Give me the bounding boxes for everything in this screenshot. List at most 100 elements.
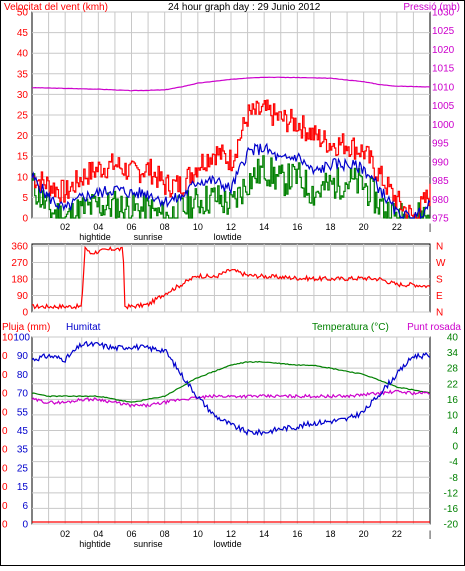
- rain-y-tick-label: 0: [2, 351, 8, 362]
- pressure-y-tick-label: 1015: [432, 64, 455, 75]
- direction-compass-label: N: [436, 308, 443, 319]
- pressure-line: [31, 76, 431, 92]
- humidity-y-tick-label: 15: [17, 482, 29, 493]
- pressure-y-tick-label: 990: [432, 157, 449, 168]
- temperature-panel-x-tick-label: 14: [259, 529, 269, 539]
- pressure-y-tick-label: 1025: [432, 26, 455, 37]
- pressure-axis-title: Pressió (mb): [403, 2, 460, 13]
- direction-compass-label: E: [436, 291, 443, 302]
- temperature-line: [31, 360, 431, 403]
- pressure-y-tick-label: 1000: [432, 120, 455, 131]
- rain-y-tick-label: 0: [2, 370, 8, 381]
- wind-panel-x-tick-label: 16: [292, 222, 302, 232]
- temperature-panel-x-tick-label: 12: [226, 529, 236, 539]
- temperature-y-tick-label: -20: [444, 520, 459, 531]
- pressure-y-tick-label: 975: [432, 214, 449, 225]
- temperature-panel-annotation-label: sunrise: [134, 539, 163, 549]
- rain-y-tick-label: 0: [2, 445, 8, 456]
- pressure-y-tick-label: 995: [432, 139, 449, 150]
- wind-panel-x-tick-label: 12: [226, 222, 236, 232]
- humidity-axis-title: Humitat: [66, 322, 101, 333]
- temperature-panel-x-tick-label: 20: [359, 529, 369, 539]
- wind-y-tick-label: 30: [17, 90, 29, 101]
- pressure-y-tick-label: 1020: [432, 45, 455, 56]
- temperature-y-tick-label: 4: [452, 426, 458, 437]
- wind-y-tick-label: 45: [17, 28, 29, 39]
- humidity-y-tick-label: 80: [17, 370, 29, 381]
- temperature-panel-x-tick-label: 06: [126, 529, 136, 539]
- wind-y-tick-label: 50: [17, 8, 29, 19]
- direction-y-tick-label: 360: [11, 242, 28, 253]
- humidity-y-tick-label: 6: [22, 501, 28, 512]
- wind-y-tick-label: 0: [22, 214, 28, 225]
- temperature-panel-x-tick-label: 22: [392, 529, 402, 539]
- dewpoint-axis-title: Punt rosada: [407, 322, 461, 333]
- humidity-y-tick-label: 45: [17, 426, 29, 437]
- humidity-y-tick-label: 35: [17, 445, 29, 456]
- wind-panel-x-tick-label: 22: [392, 222, 402, 232]
- wind-panel-annotation-label: sunrise: [134, 232, 163, 242]
- temperature-y-tick-label: 0: [452, 442, 458, 453]
- humidity-y-tick-label: 100: [13, 333, 30, 344]
- temperature-y-tick-label: 34: [447, 348, 459, 359]
- temperature-panel-annotation-label: hightide: [79, 539, 111, 549]
- temperature-y-tick-label: -8: [449, 473, 458, 484]
- direction-y-tick-label: 0: [22, 308, 28, 319]
- temperature-panel-x-tick-label: |: [429, 529, 431, 539]
- direction-compass-label: S: [436, 275, 443, 286]
- wind-gust-line: [32, 99, 431, 219]
- temperature-panel-annotation-label: lowtide: [214, 539, 242, 549]
- temperature-y-tick-label: 40: [447, 333, 459, 344]
- temperature-panel-x-tick-label: 10: [193, 529, 203, 539]
- humidity-y-tick-label: 0: [22, 520, 28, 531]
- rain-y-tick-label: 0: [2, 463, 8, 474]
- wind-panel-x-tick-label: 20: [359, 222, 369, 232]
- wind-panel-x-tick-label: 04: [93, 222, 103, 232]
- pressure-y-tick-label: 985: [432, 176, 449, 187]
- direction-y-tick-label: 180: [11, 275, 28, 286]
- temperature-panel-x-tick-label: 08: [160, 529, 170, 539]
- chart-title: 24 hour graph day : 29 Junio 2012: [168, 2, 321, 13]
- rain-y-tick-label: 0: [2, 426, 8, 437]
- humidity-y-tick-label: 90: [17, 351, 29, 362]
- wind-y-tick-label: 40: [17, 49, 29, 60]
- wind-average-line: [31, 142, 431, 220]
- wind-panel-x-tick-label: 14: [259, 222, 269, 232]
- rain-y-tick-label: 0: [2, 407, 8, 418]
- humidity-line: [31, 340, 431, 437]
- wind-panel-x-tick-label: 08: [160, 222, 170, 232]
- pressure-y-tick-label: 980: [432, 195, 449, 206]
- pressure-y-tick-label: 1010: [432, 82, 455, 93]
- rain-y-tick-label: 0: [2, 389, 8, 400]
- rain-y-tick-label: 0: [2, 482, 8, 493]
- rain-y-tick-label: 0: [2, 501, 8, 512]
- wind-panel-x-tick-label: 18: [325, 222, 335, 232]
- wind-panel-annotation-label: hightide: [79, 232, 111, 242]
- wind-direction-line: [31, 245, 431, 310]
- direction-y-tick-label: 270: [11, 258, 28, 269]
- direction-y-tick-label: 90: [17, 291, 29, 302]
- temperature-y-tick-label: 10: [447, 410, 459, 421]
- wind-y-tick-label: 25: [17, 111, 29, 122]
- wind-y-tick-label: 35: [17, 69, 29, 80]
- temperature-axis-title: Temperatura (°C): [312, 322, 389, 333]
- wind-y-tick-label: 10: [17, 172, 29, 183]
- wind-panel-annotation-label: lowtide: [214, 232, 242, 242]
- rain-axis-title: Pluja (mm): [2, 322, 50, 333]
- temperature-y-tick-label: 16: [447, 395, 459, 406]
- wind-y-tick-label: 20: [17, 131, 29, 142]
- wind-panel-x-tick-label: 10: [193, 222, 203, 232]
- humidity-y-tick-label: 25: [17, 463, 29, 474]
- temperature-panel-x-tick-label: 04: [93, 529, 103, 539]
- rain-y-tick-label: 0: [2, 520, 8, 531]
- temperature-panel-x-tick-label: 02: [60, 529, 70, 539]
- temperature-panel-x-tick-label: 18: [325, 529, 335, 539]
- temperature-y-tick-label: -16: [444, 504, 459, 515]
- temperature-panel-x-tick-label: 16: [292, 529, 302, 539]
- humidity-y-tick-label: 55: [17, 407, 29, 418]
- pressure-y-tick-label: 1005: [432, 101, 455, 112]
- wind-axis-title: Velocitat del vent (kmh): [4, 2, 108, 13]
- humidity-y-tick-label: 70: [17, 389, 29, 400]
